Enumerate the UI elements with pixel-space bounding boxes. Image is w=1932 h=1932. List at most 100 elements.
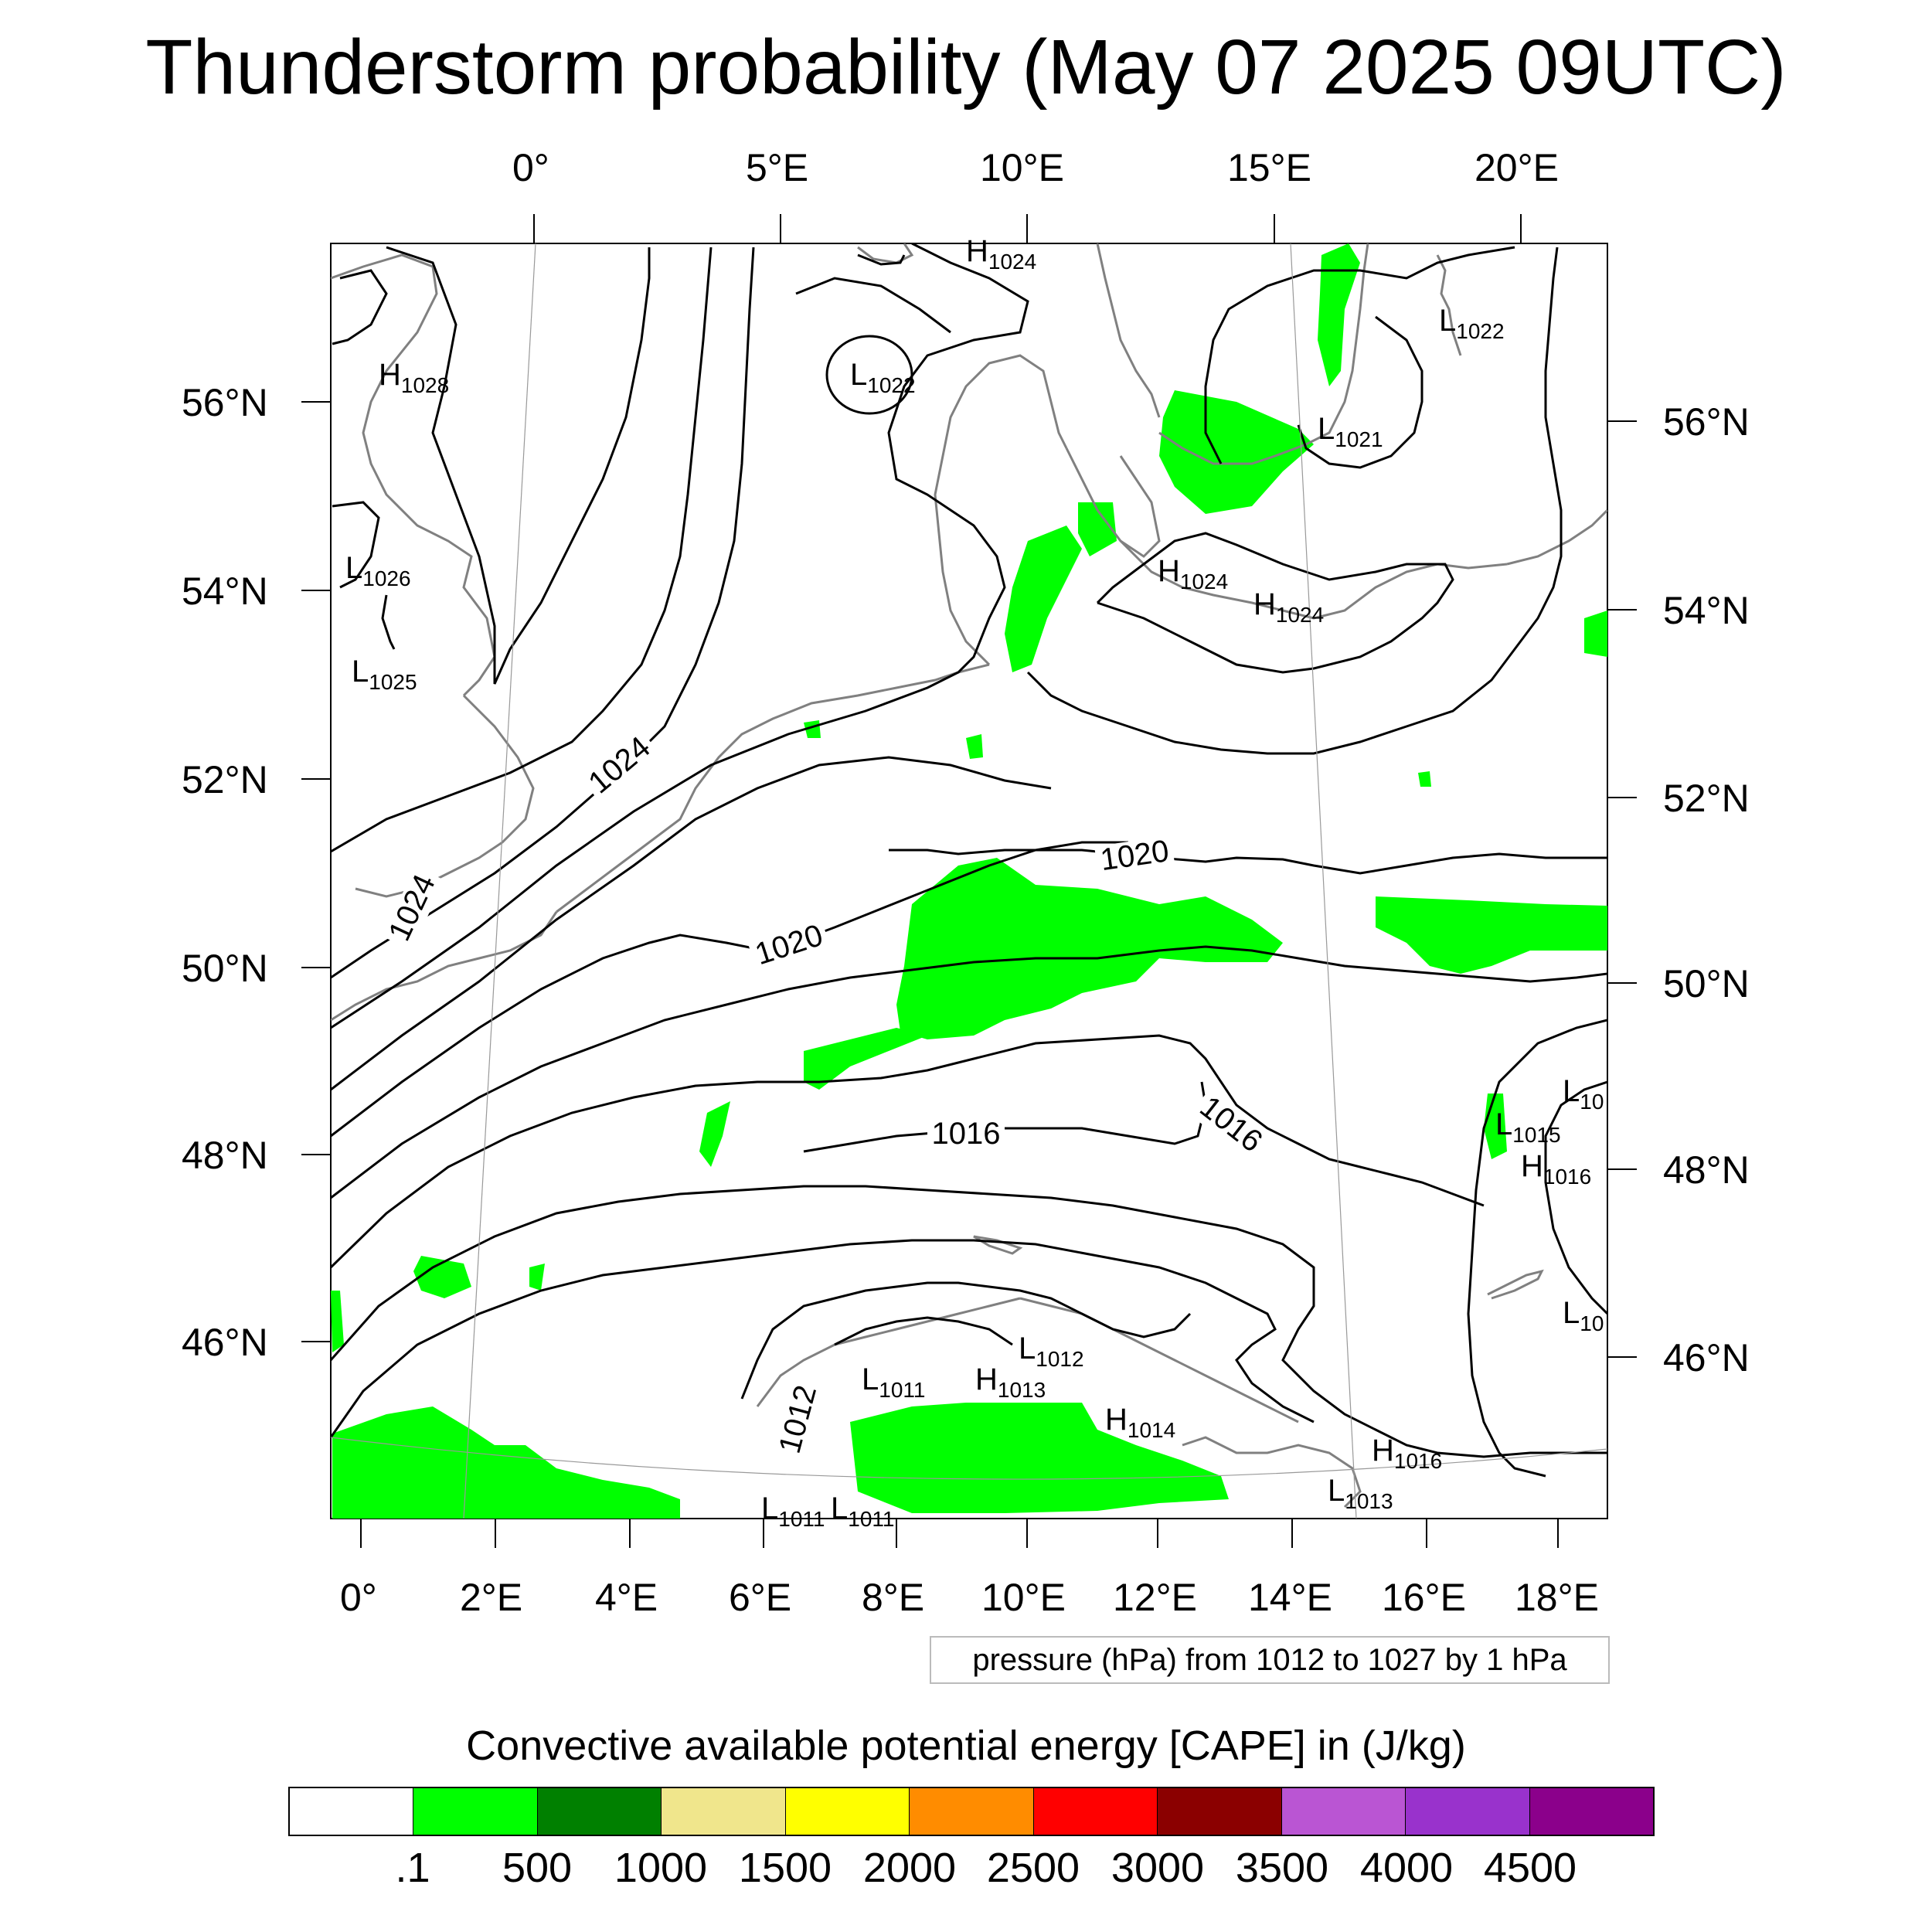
svg-text:H1013: H1013 bbox=[975, 1362, 1046, 1402]
isobar-1016-upper bbox=[331, 945, 1607, 1199]
lon-label-top: 20°E bbox=[1475, 146, 1559, 189]
pressure-center-value: 1011 bbox=[778, 1507, 825, 1531]
pressure-center-value: 1026 bbox=[362, 566, 410, 590]
svg-text:L1022: L1022 bbox=[1439, 304, 1505, 343]
pressure-center-value: 1011 bbox=[848, 1507, 894, 1531]
lat-label-right: 56°N bbox=[1663, 400, 1750, 444]
ticks-right bbox=[1607, 420, 1637, 1358]
isobar-1016-label-line bbox=[803, 1081, 1207, 1153]
cape-area-france-west bbox=[413, 1256, 471, 1298]
pressure-center-type: L bbox=[1495, 1107, 1512, 1141]
coastline-gotland bbox=[1436, 254, 1462, 356]
pressure-center-type: H bbox=[379, 358, 401, 392]
colorbar-label: 3000 bbox=[1111, 1845, 1205, 1891]
isobar-uk-top bbox=[332, 269, 388, 345]
lon-label-bottom: 0° bbox=[340, 1576, 377, 1619]
cape-area-east bbox=[1376, 896, 1607, 974]
isobar-uk-3 bbox=[331, 247, 755, 979]
colorbar-cell bbox=[1406, 1788, 1530, 1835]
isobar-h1024-top bbox=[857, 253, 906, 266]
pressure-center-type: L bbox=[862, 1362, 879, 1396]
lat-label-left: 56°N bbox=[182, 381, 268, 424]
colorbar-label: 4500 bbox=[1483, 1845, 1577, 1891]
pressure-centers: H1024 H1028 L1022 L1022 L1021 L1026 L102… bbox=[345, 234, 1604, 1531]
cape-area-south-alps bbox=[850, 1403, 1229, 1513]
lat-label-right: 50°N bbox=[1663, 962, 1750, 1005]
pressure-center-value: 1013 bbox=[1345, 1489, 1393, 1513]
colorbar-label: 500 bbox=[502, 1845, 573, 1891]
cape-area-north-germany bbox=[1005, 526, 1082, 672]
pressure-center-value: 1024 bbox=[1276, 603, 1324, 627]
lat-label-left: 52°N bbox=[182, 758, 268, 801]
cape-area-small-1 bbox=[966, 734, 983, 759]
pressure-center-type: L bbox=[345, 551, 362, 585]
pressure-center-type: H bbox=[975, 1362, 998, 1396]
pressure-center-value: 1021 bbox=[1335, 427, 1383, 451]
pressure-center-value: 1025 bbox=[369, 670, 417, 694]
svg-text:H1024: H1024 bbox=[1253, 587, 1324, 627]
colorbar-cell bbox=[910, 1788, 1034, 1835]
cape-area-band bbox=[804, 1028, 927, 1090]
svg-text:L10: L10 bbox=[1563, 1074, 1604, 1114]
isobar-uk-1 bbox=[386, 246, 651, 685]
lat-label-right: 54°N bbox=[1663, 589, 1750, 632]
svg-text:L10: L10 bbox=[1563, 1296, 1604, 1335]
colorbar-label: 4000 bbox=[1359, 1845, 1454, 1891]
pressure-center-type: L bbox=[1439, 304, 1456, 338]
svg-text:H1016: H1016 bbox=[1372, 1434, 1442, 1473]
coastline-uk-scotland bbox=[331, 253, 496, 697]
pressure-center-type: L bbox=[850, 358, 867, 392]
colorbar-title: Convective available potential energy [C… bbox=[466, 1723, 1466, 1769]
coastlines bbox=[331, 243, 1607, 1509]
svg-text:L1021: L1021 bbox=[1318, 412, 1383, 451]
lon-label-bottom: 16°E bbox=[1382, 1576, 1466, 1619]
pressure-center-value: 1013 bbox=[998, 1378, 1046, 1402]
isobar-alps-2 bbox=[331, 1239, 1315, 1438]
cape-area-germany-small bbox=[1078, 502, 1117, 556]
colorbar-cell bbox=[537, 1788, 662, 1835]
svg-text:L1012: L1012 bbox=[1019, 1332, 1084, 1371]
lon-label-top: 15°E bbox=[1227, 146, 1311, 189]
lon-label-bottom: 12°E bbox=[1113, 1576, 1197, 1619]
colorbar-label: 1000 bbox=[614, 1845, 708, 1891]
pressure-center-type: L bbox=[761, 1492, 778, 1526]
colorbar-label: 2000 bbox=[862, 1845, 957, 1891]
lon-label-top: 0° bbox=[512, 146, 549, 189]
lat-label-left: 50°N bbox=[182, 947, 268, 990]
pressure-center-value: 1022 bbox=[1456, 319, 1504, 343]
pressure-center-value: 1028 bbox=[401, 373, 449, 397]
svg-text:H1016: H1016 bbox=[1521, 1149, 1591, 1189]
pressure-center-value: 1024 bbox=[988, 250, 1036, 274]
pressure-center-value: 10 bbox=[1580, 1311, 1604, 1335]
lat-label-left: 54°N bbox=[182, 570, 268, 613]
pressure-center-type: H bbox=[1372, 1434, 1394, 1468]
lon-label-bottom: 10°E bbox=[981, 1576, 1066, 1619]
svg-text:H1024: H1024 bbox=[1158, 554, 1228, 594]
isobar-1016-mid bbox=[331, 1034, 1485, 1269]
isobar-low-north-sea-outer bbox=[795, 277, 951, 334]
pressure-center-type: H bbox=[1521, 1149, 1543, 1183]
svg-text:L1011: L1011 bbox=[831, 1492, 894, 1531]
cape-area-france-mid bbox=[529, 1264, 545, 1291]
colorbar bbox=[288, 1787, 1655, 1836]
colorbar-cell bbox=[1158, 1788, 1282, 1835]
border-alps-1 bbox=[756, 1297, 1021, 1407]
lat-label-left: 48°N bbox=[182, 1134, 268, 1177]
isobar-baltic-low bbox=[1297, 315, 1423, 469]
isobar-uk-west-low bbox=[332, 501, 380, 589]
pressure-center-type: H bbox=[1105, 1403, 1128, 1437]
lon-label-bottom: 8°E bbox=[862, 1576, 925, 1619]
colorbar-label: 3500 bbox=[1235, 1845, 1329, 1891]
pressure-center-value: 1011 bbox=[879, 1378, 925, 1402]
coastline-denmark-west bbox=[934, 354, 1068, 666]
lon-label-top: 10°E bbox=[980, 146, 1064, 189]
pressure-center-value: 1015 bbox=[1512, 1123, 1560, 1147]
pressure-center-type: L bbox=[1019, 1332, 1036, 1366]
svg-text:L1011: L1011 bbox=[761, 1492, 825, 1531]
pressure-center-type: L bbox=[1563, 1074, 1580, 1108]
pressure-center-value: 1012 bbox=[1036, 1347, 1083, 1371]
cape-areas bbox=[331, 243, 1607, 1519]
colorbar-label: 1500 bbox=[738, 1845, 832, 1891]
colorbar-label: 2500 bbox=[986, 1845, 1080, 1891]
